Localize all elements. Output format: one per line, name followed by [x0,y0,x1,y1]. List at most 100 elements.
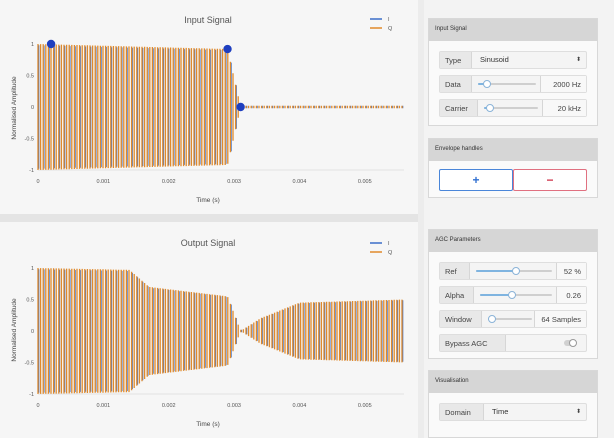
visualisation-panel-header: Visualisation [429,371,597,393]
input-axis-ticks: 0 0.001 0.002 0.003 0.004 0.005 1 0.5 0 -0.5 -1 [25,42,404,185]
add-handle-button[interactable]: + [439,169,513,191]
input-x-tick-label: 0.002 [162,179,176,185]
type-value: Sinusoid [480,55,509,64]
legend-i-label: I [388,241,390,247]
input-signal-chart[interactable]: Input Signal Time (s) Normalised Amplitu… [0,0,418,214]
horizontal-divider [0,214,614,222]
toggle-knob [569,339,577,347]
output-x-tick-label: 0.002 [162,403,176,409]
output-waveform [37,268,404,394]
output-y-tick-label: -0.5 [25,361,34,367]
ref-value[interactable]: 52 % [556,263,586,279]
output-x-tick-label: 0.005 [358,403,372,409]
series-i-line [38,269,404,393]
visualisation-panel: Visualisation Domain Time ⬍ [428,370,598,438]
input-y-tick-label: -1 [29,168,34,174]
select-caret-icon: ⬍ [575,57,581,63]
legend-q-label: Q [388,26,393,32]
envelope-handle[interactable] [46,39,56,49]
input-panel-header: Input Signal [429,19,597,41]
output-y-tick-label: 0.5 [26,298,34,304]
envelope-handle[interactable] [223,44,232,54]
envelope-handles-panel: Envelope handles + − [428,138,598,198]
carrier-value[interactable]: 20 kHz [542,100,586,116]
alpha-value[interactable]: 0.26 [556,287,586,303]
input-y-tick-label: -0.5 [25,137,34,143]
type-label: Type [440,52,472,68]
agc-panel-header: AGC Parameters [429,230,597,252]
legend-q-label: Q [388,250,393,256]
window-slider[interactable] [488,315,532,323]
output-x-tick-label: 0.004 [293,403,307,409]
data-frequency-control: Data 2000 Hz [439,75,587,93]
carrier-slider-thumb[interactable] [486,104,495,112]
input-x-tick-label: 0.005 [358,179,372,185]
vertical-divider [418,0,424,438]
window-value[interactable]: 64 Samples [534,311,586,327]
agc-parameters-panel: AGC Parameters Ref 52 % Alpha 0.26 Windo… [428,229,598,359]
input-x-axis-label: Time (s) [196,197,220,204]
ref-slider-thumb[interactable] [511,267,520,275]
output-x-tick-label: 0.001 [96,403,110,409]
input-y-tick-label: 0.5 [26,74,34,80]
window-control: Window 64 Samples [439,310,587,328]
input-y-axis-label: Normalised Amplitude [11,76,18,140]
envelope-panel-header: Envelope handles [429,139,597,161]
output-chart-title: Output Signal [181,238,236,248]
alpha-slider[interactable] [480,291,552,299]
input-x-tick-label: 0.001 [96,179,110,185]
output-chart-svg: Output Signal Time (s) Normalised Amplit… [11,238,404,428]
input-y-tick-label: 0 [31,105,34,111]
envelope-handles[interactable] [46,39,245,112]
window-slider-thumb[interactable] [488,315,497,323]
bypass-agc-toggle[interactable] [564,339,577,347]
ref-label: Ref [440,263,470,279]
input-waveform [37,44,404,170]
envelope-handle[interactable] [236,102,245,112]
input-legend: I Q [370,17,393,32]
legend-i-label: I [388,17,390,23]
carrier-frequency-control: Carrier 20 kHz [439,99,587,117]
type-select[interactable]: Type Sinusoid ⬍ [439,51,587,69]
domain-value: Time [492,407,509,416]
data-value[interactable]: 2000 Hz [540,76,586,92]
series-i-line [38,45,404,169]
carrier-slider[interactable] [484,104,538,112]
envelope-button-group: + − [439,169,587,191]
output-legend: I Q [370,241,393,256]
alpha-slider-thumb[interactable] [508,291,517,299]
alpha-control: Alpha 0.26 [439,286,587,304]
input-x-tick-label: 0 [36,179,39,185]
output-x-tick-label: 0 [36,403,39,409]
data-slider-thumb[interactable] [482,80,491,88]
input-chart-title: Input Signal [184,15,232,25]
series-q-line [37,268,403,394]
output-y-axis-label: Normalised Amplitude [11,298,18,362]
output-y-tick-label: 1 [31,266,34,272]
window-label: Window [440,311,482,327]
data-label: Data [440,76,472,92]
input-signal-panel: Input Signal Type Sinusoid ⬍ Data 2000 H… [428,18,598,126]
input-x-tick-label: 0.003 [227,179,241,185]
output-x-axis-label: Time (s) [196,421,220,428]
bypass-agc-control: Bypass AGC [439,334,587,352]
domain-select[interactable]: Domain Time ⬍ [439,403,587,421]
remove-handle-button[interactable]: − [513,169,587,191]
data-slider[interactable] [478,80,536,88]
ref-slider-fill [476,270,516,272]
input-y-tick-label: 1 [31,42,34,48]
ref-control: Ref 52 % [439,262,587,280]
series-q-line [37,44,403,170]
output-y-tick-label: -1 [29,392,34,398]
data-slider-fill [478,83,487,85]
input-x-tick-label: 0.004 [293,179,307,185]
select-caret-icon: ⬍ [575,409,581,415]
output-y-tick-label: 0 [31,329,34,335]
input-chart-svg: Input Signal Time (s) Normalised Amplitu… [11,15,404,204]
bypass-agc-label: Bypass AGC [440,335,506,351]
ref-slider[interactable] [476,267,552,275]
carrier-label: Carrier [440,100,478,116]
output-axis-ticks: 0 0.001 0.002 0.003 0.004 0.005 1 0.5 0 -0.5 -1 [25,266,404,409]
output-x-tick-label: 0.003 [227,403,241,409]
